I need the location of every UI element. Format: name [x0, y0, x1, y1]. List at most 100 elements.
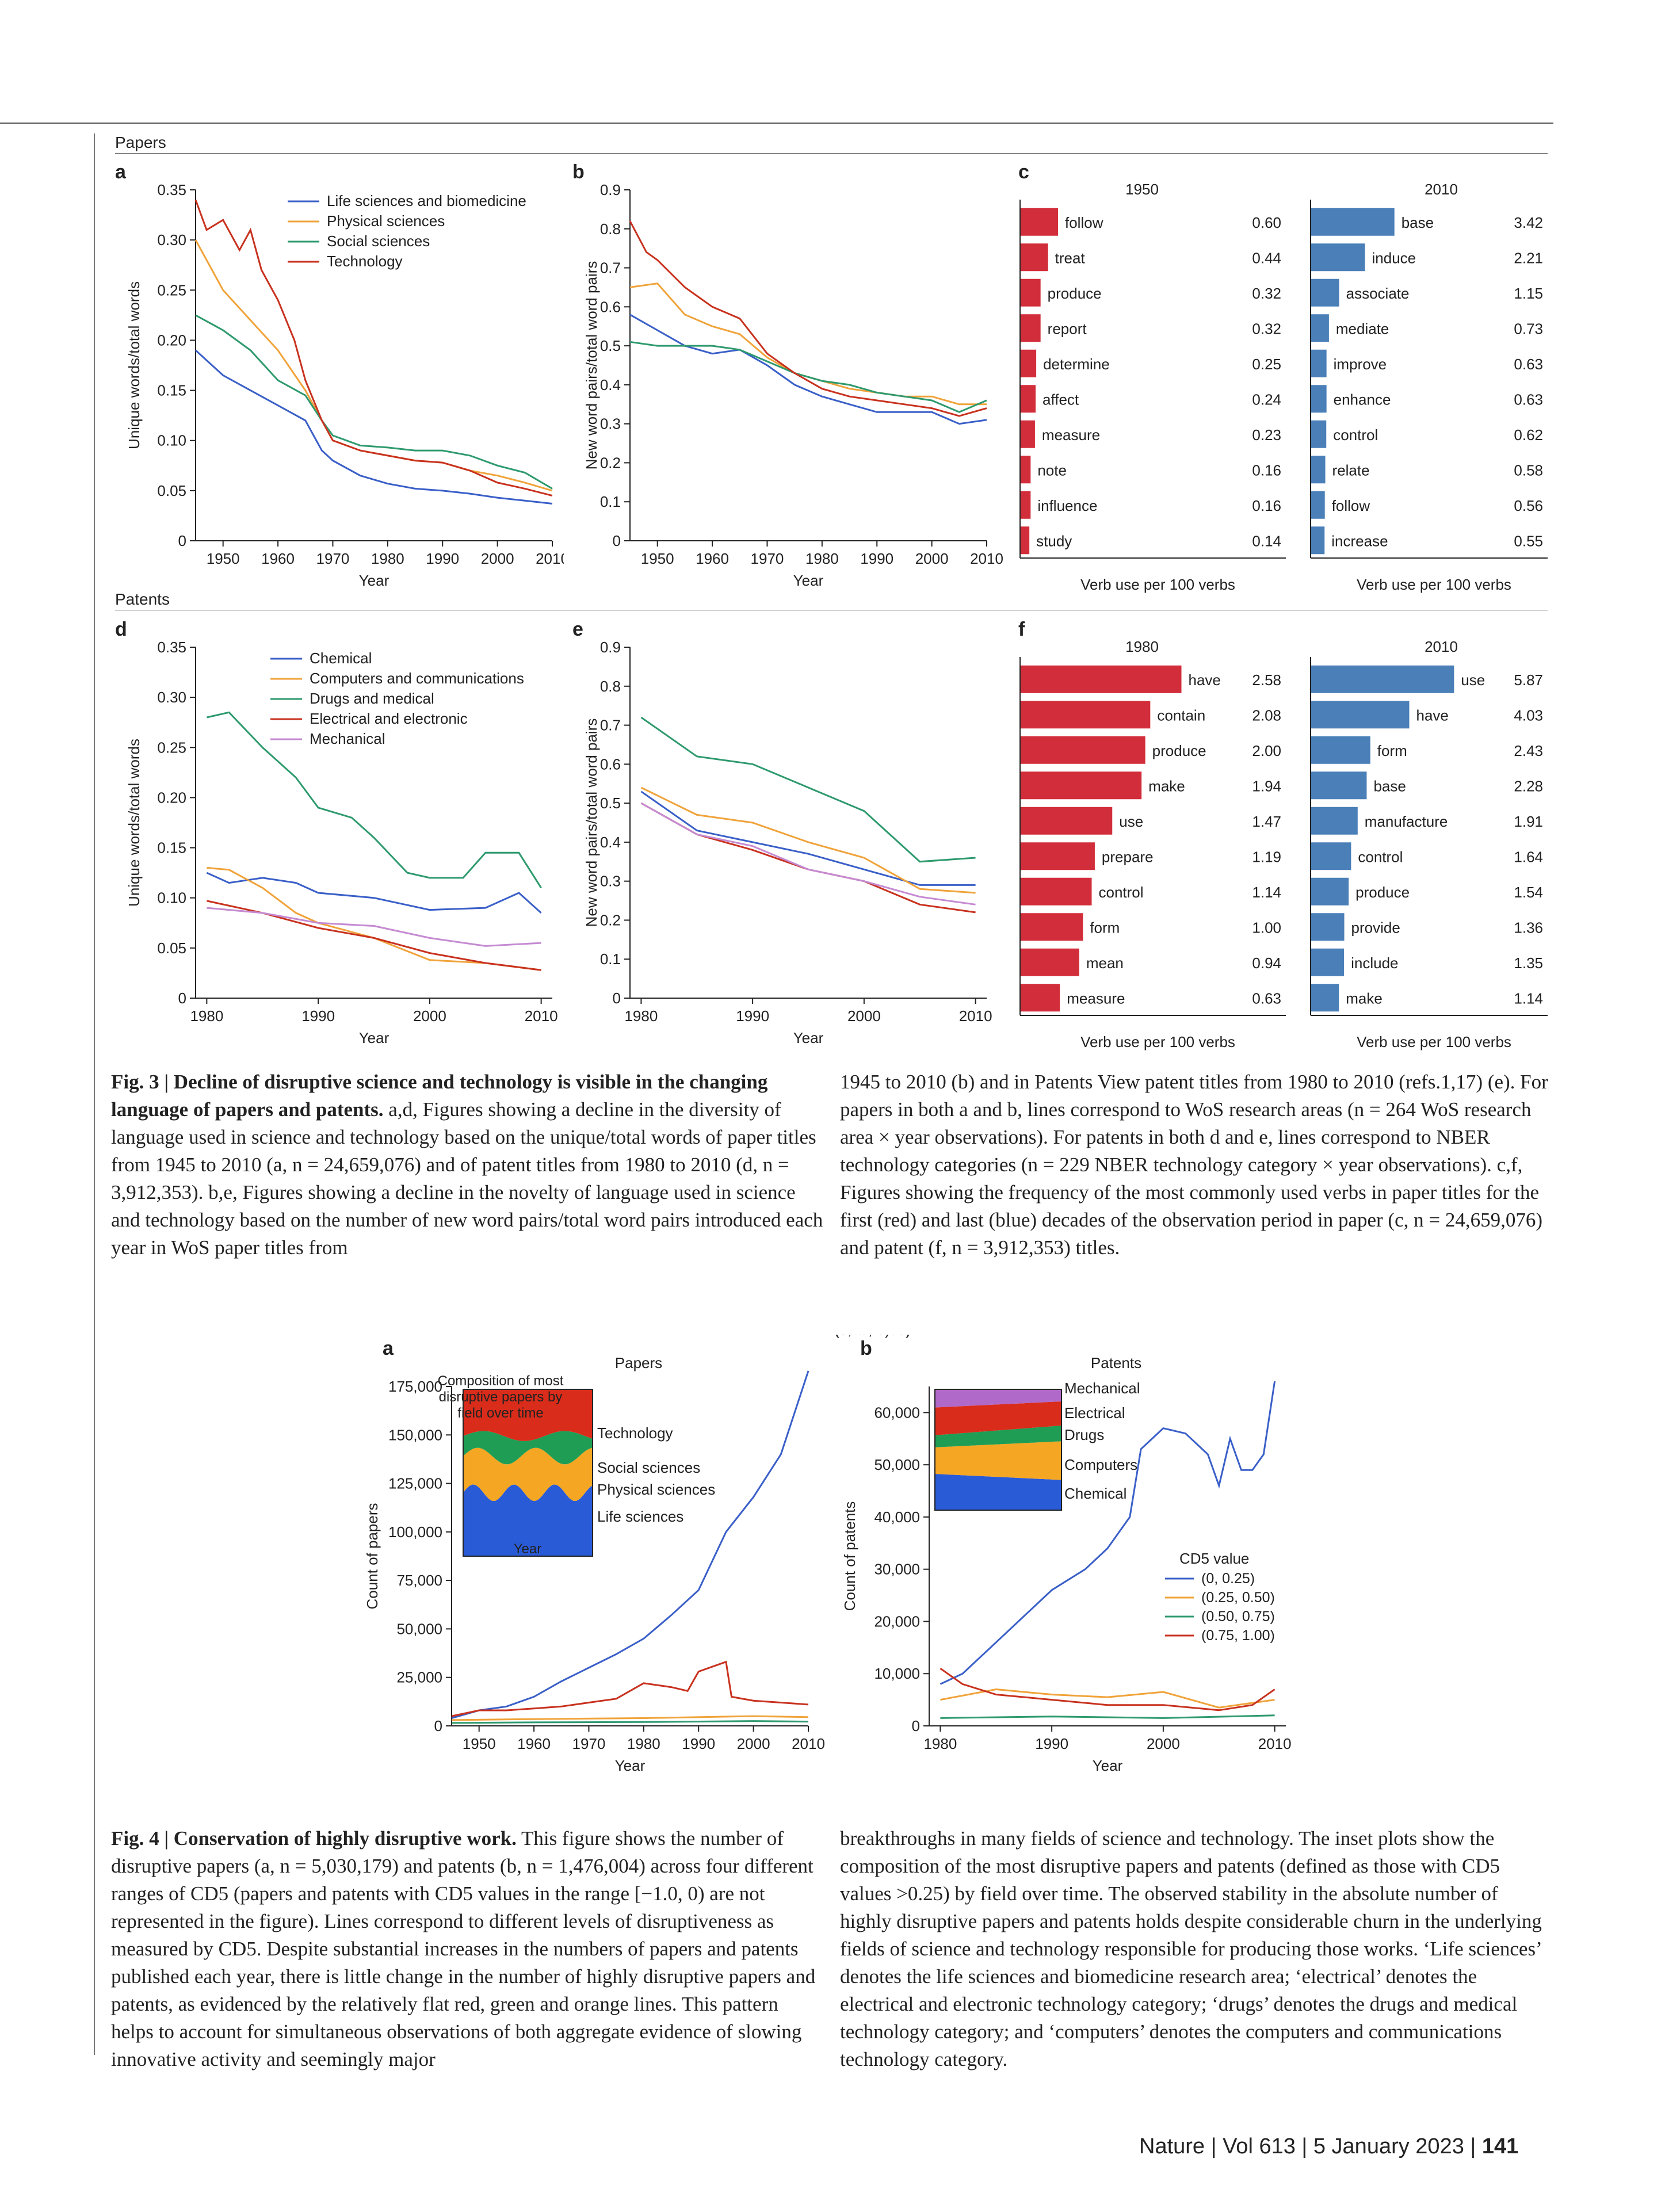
legend-label: (0.25, 0.50) — [1201, 1590, 1275, 1606]
x-tick-label: 1990 — [301, 1007, 335, 1025]
x-tick-label: 1950 — [207, 550, 240, 567]
series-line — [451, 1715, 809, 1721]
y-tick-label: 0.35 — [157, 181, 186, 198]
y-tick-label: 0.5 — [600, 337, 621, 354]
verb-label: make — [1346, 990, 1383, 1007]
inset-label: Social sciences — [597, 1459, 700, 1476]
verb-value: 0.56 — [1514, 497, 1543, 514]
legend-label: Life sciences and biomedicine — [327, 192, 526, 209]
verb-bar — [1311, 877, 1349, 906]
verb-label: report — [1048, 320, 1087, 337]
legend-label: (0.75, 1.00) — [1201, 1628, 1275, 1644]
y-tick-label: 0.30 — [157, 231, 186, 249]
series-line — [451, 1660, 809, 1717]
verb-label: control — [1333, 426, 1378, 444]
y-tick-label: 20,000 — [874, 1613, 920, 1630]
y-tick-label: 0.10 — [157, 889, 186, 907]
inset-area — [463, 1447, 593, 1502]
x-axis-label: Year — [615, 1757, 646, 1774]
series-line — [940, 1714, 1275, 1719]
legend-label: Electrical and electronic — [310, 710, 468, 727]
fig3b-chart: 0 0.1 0.2 0.3 0.4 0.5 0.6 0.7 0.8 0.9 1950 1960 1970… — [583, 181, 1003, 589]
legend-label: Chemical — [310, 650, 372, 667]
verb-value: 0.25 — [1252, 356, 1281, 373]
verb-value: 1.94 — [1252, 777, 1281, 794]
footer-separator: | — [1210, 2134, 1223, 2158]
series-line — [206, 872, 542, 914]
inset-area — [935, 1441, 1061, 1480]
fig3-caption-body: a,d, Figures showing a decline in the di… — [111, 1098, 823, 1259]
verb-bar — [1021, 349, 1037, 377]
verb-label: manufacture — [1365, 813, 1448, 830]
y-tick-label: 50,000 — [396, 1620, 442, 1637]
verb-label: have — [1189, 671, 1221, 689]
series-line — [207, 866, 541, 971]
x-axis-label: Verb use per 100 verbs — [1080, 576, 1235, 593]
x-tick-label: 1970 — [751, 550, 784, 567]
verb-value: 0.63 — [1252, 990, 1281, 1007]
fig3-panel-f-letter: f — [1018, 618, 1025, 640]
verb-bar — [1311, 771, 1367, 800]
verb-value: 1.15 — [1514, 285, 1543, 302]
series-line — [451, 1720, 809, 1724]
verb-bar — [1311, 842, 1351, 870]
verb-value: 2.43 — [1514, 742, 1543, 759]
y-tick-label: 0.20 — [157, 789, 186, 806]
y-tick-label: 0.4 — [600, 376, 621, 394]
panel-title: Patents — [1091, 1354, 1141, 1371]
y-tick-label: 0.05 — [157, 482, 186, 499]
x-tick-label: 1950 — [463, 1735, 496, 1752]
verb-value: 0.14 — [1252, 532, 1281, 549]
y-tick-label: 175,000 — [388, 1378, 442, 1395]
verb-label: control — [1099, 884, 1144, 901]
verb-label: increase — [1331, 532, 1388, 549]
x-axis-label: Year — [793, 1029, 824, 1046]
x-tick-label: 1980 — [624, 1007, 658, 1025]
verb-label: measure — [1042, 426, 1100, 444]
verb-value: 2.58 — [1252, 671, 1281, 689]
series-line — [629, 282, 987, 406]
series-line — [207, 711, 542, 889]
fig3-caption-right: 1945 to 2010 (b) and in Patents View pat… — [840, 1071, 1548, 1259]
y-tick-label: 0.4 — [600, 834, 621, 851]
y-tick-label: 0.8 — [600, 220, 621, 238]
verb-bar — [1021, 984, 1060, 1012]
verb-label: associate — [1346, 285, 1410, 302]
footer-page: 141 — [1481, 2134, 1519, 2158]
y-tick-label: 100,000 — [388, 1523, 442, 1541]
verb-label: improve — [1334, 356, 1387, 373]
x-axis-label: Year — [793, 572, 824, 589]
section-patents-label: Patents — [115, 590, 170, 608]
verb-bar — [1311, 736, 1370, 764]
fig3d-chart: 0 0.05 0.10 0.15 0.20 0.25 0.30 0.35 1980 1990 200… — [125, 639, 558, 1046]
verb-bar — [1021, 385, 1036, 413]
footer-date: 5 January 2023 — [1313, 2134, 1464, 2158]
verb-bar — [1311, 913, 1345, 941]
x-tick-label: 1980 — [627, 1735, 660, 1752]
verb-bar — [1021, 771, 1142, 800]
inset-label: Physical sciences — [597, 1481, 715, 1498]
footer-separator: | — [1470, 2134, 1482, 2158]
y-tick-label: 125,000 — [388, 1475, 442, 1492]
verb-bar — [1311, 243, 1365, 272]
verb-value: 2.28 — [1514, 777, 1543, 794]
verb-value: 2.08 — [1252, 706, 1281, 724]
fig3-panel-c-letter: c — [1018, 161, 1029, 183]
x-tick-label: 1980 — [371, 550, 404, 567]
y-tick-label: 0.6 — [600, 298, 621, 315]
series-line — [640, 790, 976, 886]
footer-volume: Vol 613 — [1223, 2134, 1296, 2158]
inset-label: Life sciences — [597, 1508, 683, 1525]
inset-area — [463, 1389, 593, 1441]
verb-label: treat — [1055, 249, 1086, 266]
x-axis-label: Verb use per 100 verbs — [1357, 576, 1511, 593]
inset-title: Composition of most — [438, 1373, 564, 1389]
verb-bar — [1021, 243, 1048, 272]
x-tick-label: 1990 — [736, 1007, 769, 1025]
verb-label: make — [1148, 777, 1185, 794]
verb-value: 0.58 — [1514, 461, 1543, 479]
y-tick-label: 0 — [613, 990, 621, 1007]
y-tick-label: 0.15 — [157, 382, 186, 399]
x-axis-label: Year — [359, 1029, 389, 1046]
verb-label: form — [1377, 742, 1407, 759]
